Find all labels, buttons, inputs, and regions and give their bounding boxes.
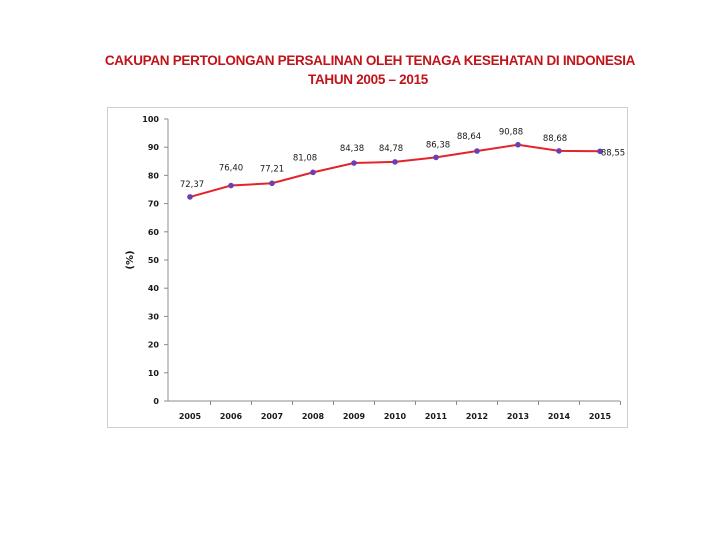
x-tick-label: 2015 <box>589 412 612 421</box>
x-tick-label: 2011 <box>425 412 448 421</box>
x-tick-label: 2005 <box>179 412 202 421</box>
y-tick-label: 90 <box>148 143 160 152</box>
y-tick-label: 20 <box>148 341 160 350</box>
x-tick-label: 2006 <box>220 412 243 421</box>
data-point <box>515 141 521 148</box>
data-label: 76,40 <box>219 164 243 174</box>
y-tick-label: 70 <box>148 200 160 209</box>
data-point <box>433 154 439 161</box>
data-point <box>187 194 193 200</box>
data-point <box>310 169 316 176</box>
data-point <box>392 159 398 165</box>
data-point <box>269 180 275 187</box>
x-tick-label: 2010 <box>384 412 407 421</box>
data-label: 84,38 <box>340 144 364 154</box>
chart-title-line2: TAHUN 2005 – 2015 <box>308 72 428 87</box>
y-tick-label: 50 <box>148 256 160 265</box>
y-tick-label: 80 <box>148 171 160 180</box>
chart-title-line1: CAKUPAN PERTOLONGAN PERSALINAN OLEH TENA… <box>104 53 636 68</box>
data-point <box>228 182 234 189</box>
y-tick-label: 30 <box>148 312 160 321</box>
x-tick-label: 2008 <box>302 412 325 421</box>
y-tick-label: 60 <box>148 228 160 237</box>
x-tick-label: 2014 <box>548 412 571 421</box>
chart-frame <box>107 107 628 428</box>
data-label: 88,68 <box>543 134 567 144</box>
data-label: 86,38 <box>426 140 450 150</box>
x-tick-label: 2013 <box>507 412 529 421</box>
x-tick-label: 2009 <box>343 412 366 421</box>
data-label: 72,37 <box>180 180 204 190</box>
data-label: 81,08 <box>293 153 317 163</box>
y-tick-label: 0 <box>153 397 159 406</box>
data-point <box>556 148 562 154</box>
y-tick-label: 10 <box>148 369 160 378</box>
y-tick-label: 40 <box>148 284 160 293</box>
y-tick-label: 100 <box>142 115 159 124</box>
data-label: 88,55 <box>601 148 625 158</box>
data-label: 88,64 <box>457 132 481 142</box>
x-tick-label: 2007 <box>261 412 283 421</box>
data-label: 84,78 <box>379 144 403 154</box>
data-point <box>351 160 357 166</box>
x-tick-label: 2012 <box>466 412 488 421</box>
data-label: 90,88 <box>499 128 523 138</box>
data-point <box>597 148 603 155</box>
data-point <box>474 148 480 154</box>
data-label: 77,21 <box>260 164 284 174</box>
y-axis-label: (%) <box>125 250 136 269</box>
